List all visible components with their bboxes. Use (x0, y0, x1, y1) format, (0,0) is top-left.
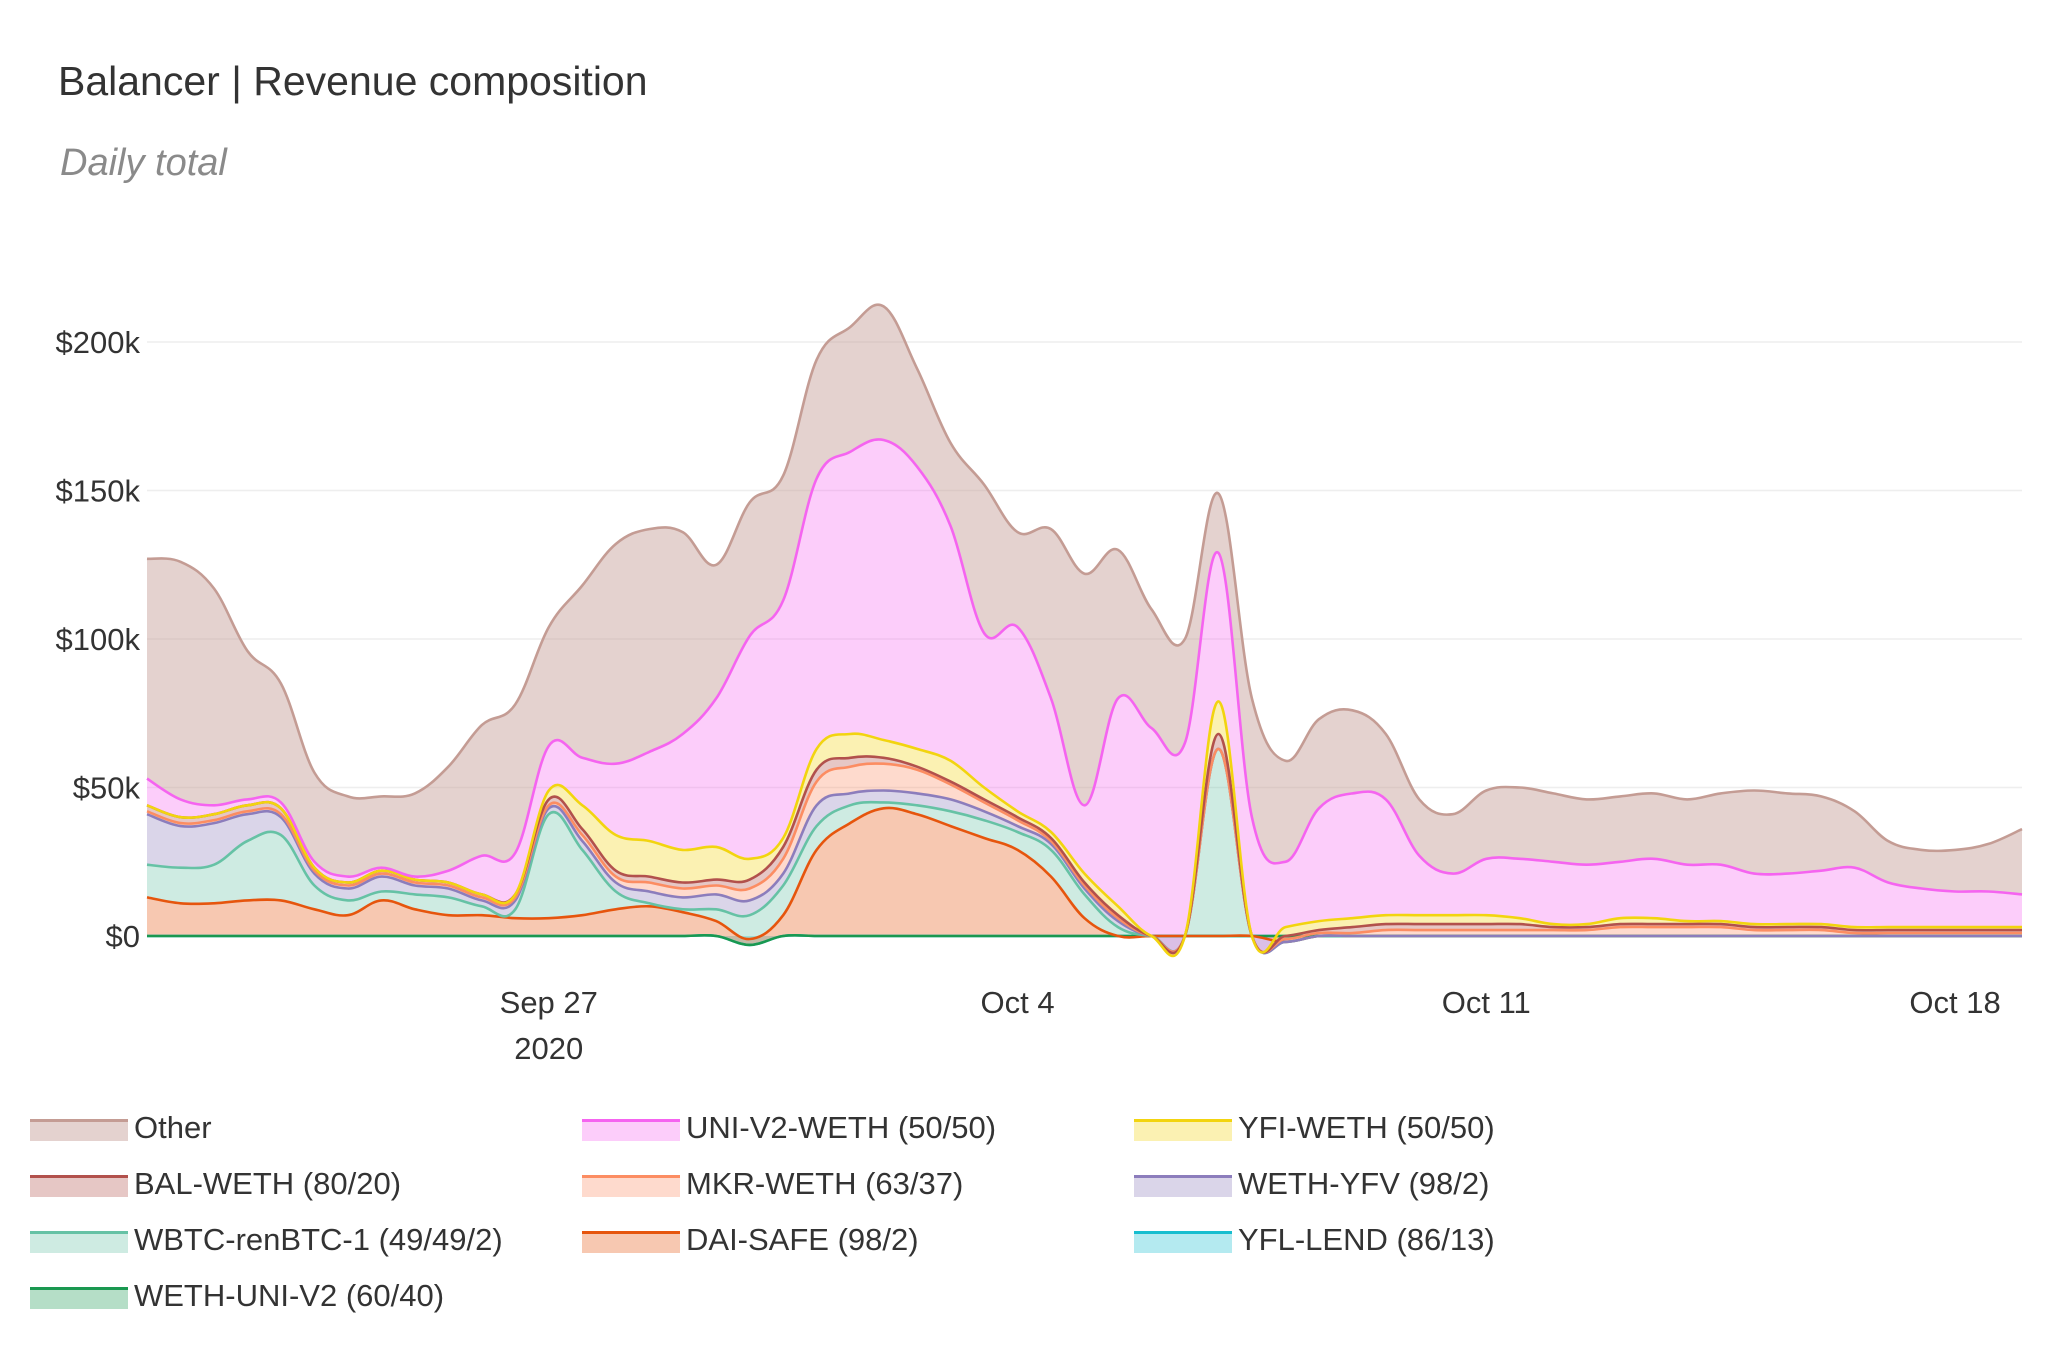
legend-swatch (1134, 1115, 1232, 1141)
series-lines (146, 303, 2023, 958)
legend-swatch (1134, 1171, 1232, 1197)
y-tick-label: $100k (56, 622, 141, 657)
x-tick-label: Sep 27 (500, 985, 598, 1020)
area-wbtc-renbtc-1-49-49-2 (147, 748, 2022, 954)
legend-swatch (582, 1227, 680, 1253)
line-other (146, 303, 2023, 853)
x-tick-label: Oct 11 (1442, 985, 1531, 1020)
legend-item-yfl-lend-86-13[interactable]: YFL-LEND (86/13) (1134, 1220, 1495, 1260)
y-tick-label: $200k (56, 325, 141, 360)
y-tick-label: $0 (106, 919, 140, 954)
legend-item-dai-safe-98-2[interactable]: DAI-SAFE (98/2) (582, 1220, 919, 1260)
legend-item-weth-yfv-98-2[interactable]: WETH-YFV (98/2) (1134, 1164, 1489, 1204)
line-uni-v2-weth-50-50 (146, 438, 2023, 896)
legend-item-uni-v2-weth-50-50[interactable]: UNI-V2-WETH (50/50) (582, 1108, 996, 1148)
x-tick-label: Oct 4 (980, 985, 1054, 1020)
legend-label: WETH-YFV (98/2) (1238, 1166, 1490, 1201)
legend-item-wbtc-renbtc-1-49-49-2[interactable]: WBTC-renBTC-1 (49/49/2) (30, 1220, 503, 1260)
stacked-areas (147, 304, 2022, 956)
legend-label: UNI-V2-WETH (50/50) (686, 1110, 997, 1145)
legend-swatch (30, 1283, 128, 1309)
y-axis: $0 $50k $100k $150k $200k (56, 325, 141, 954)
line-mkr-weth-63-37 (146, 747, 2022, 954)
x-axis: Sep 27 2020 Oct 4 Oct 11 Oct 18 (500, 985, 2001, 1066)
legend-item-mkr-weth-63-37[interactable]: MKR-WETH (63/37) (582, 1164, 963, 1204)
legend-item-other[interactable]: Other (30, 1108, 212, 1148)
line-yfi-weth-50-50 (146, 700, 2022, 958)
area-uni-v2-weth-50-50 (147, 439, 2022, 956)
legend-item-weth-uni-v2-60-40[interactable]: WETH-UNI-V2 (60/40) (30, 1276, 444, 1316)
legend-swatch (30, 1115, 128, 1141)
legend-label: DAI-SAFE (98/2) (686, 1222, 919, 1257)
x-tick-label: Oct 18 (1909, 985, 2000, 1020)
y-gridlines (147, 341, 2022, 789)
area-other (147, 304, 2022, 895)
legend-swatch (30, 1171, 128, 1197)
y-tick-label: $50k (73, 771, 141, 806)
legend-item-yfi-weth-50-50[interactable]: YFI-WETH (50/50) (1134, 1108, 1495, 1148)
x-tick-sublabel: 2020 (514, 1031, 583, 1066)
legend-swatch (582, 1115, 680, 1141)
legend-swatch (582, 1171, 680, 1197)
legend-label: YFI-WETH (50/50) (1238, 1110, 1495, 1145)
chart-title: Balancer | Revenue composition (58, 58, 648, 104)
legend-label: WETH-UNI-V2 (60/40) (134, 1278, 445, 1313)
area-mkr-weth-63-37 (147, 748, 2022, 954)
area-dai-safe-98-2 (147, 807, 2022, 945)
legend-label: WBTC-renBTC-1 (49/49/2) (134, 1222, 503, 1257)
legend-swatch (1134, 1227, 1232, 1253)
y-tick-label: $150k (56, 474, 141, 509)
legend-item-bal-weth-80-20[interactable]: BAL-WETH (80/20) (30, 1164, 401, 1204)
legend: Other UNI-V2-WETH (50/50) YFI-WETH (50/50)… (30, 1108, 1630, 1338)
legend-label: YFL-LEND (86/13) (1238, 1222, 1495, 1257)
revenue-area-chart: $0 $50k $100k $150k $200k Sep 27 2020 Oct 4 Oct… (56, 303, 2023, 1066)
legend-swatch (30, 1227, 128, 1253)
legend-label: BAL-WETH (80/20) (134, 1166, 402, 1201)
legend-label: Other (134, 1110, 212, 1145)
chart-subtitle: Daily total (60, 142, 227, 184)
line-weth-yfv-98-2 (146, 747, 2022, 955)
legend-label: MKR-WETH (63/37) (686, 1166, 964, 1201)
